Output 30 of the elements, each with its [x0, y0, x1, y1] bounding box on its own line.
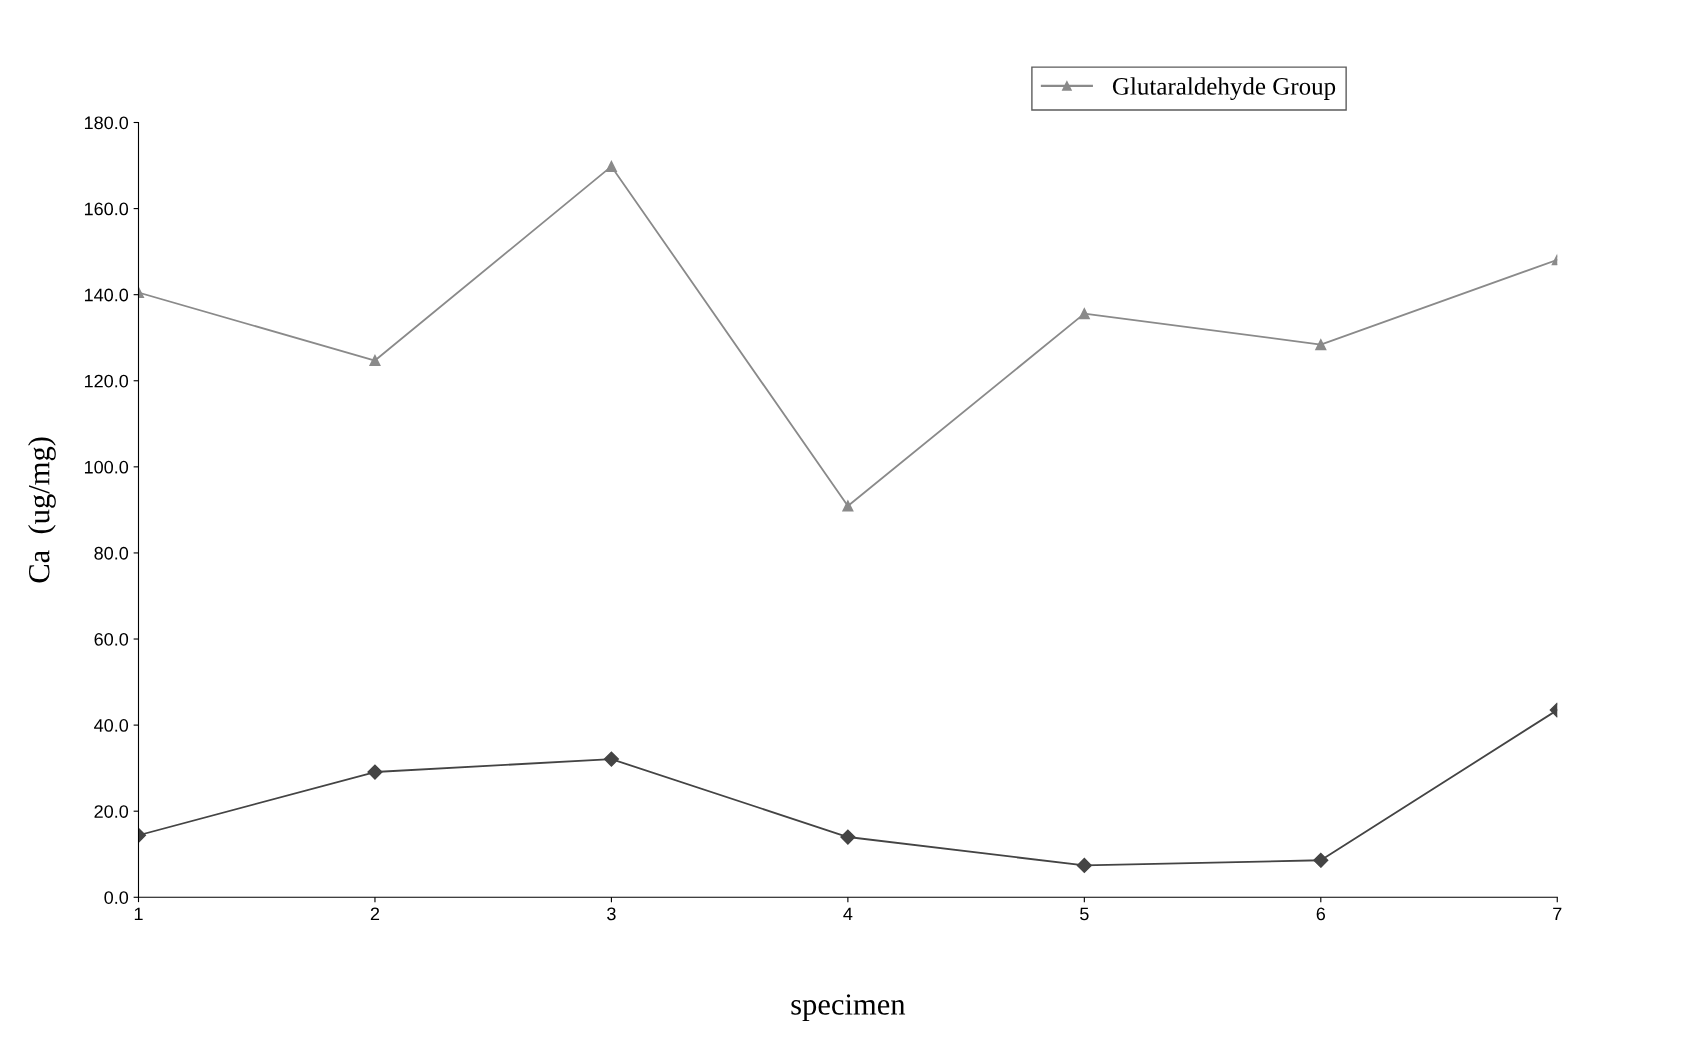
x-axis-title: specimen — [791, 994, 906, 1021]
y-tick-label: 120.0 — [84, 374, 129, 388]
point — [842, 500, 854, 512]
x-tick-label: 6 — [1316, 907, 1326, 921]
y-tick-label: 20.0 — [94, 805, 129, 818]
x-tick-label: 1 — [134, 907, 143, 921]
y-tick-label: 60.0 — [94, 632, 129, 646]
point — [603, 751, 619, 767]
y-tick-label: 180.0 — [84, 116, 129, 130]
point — [1078, 308, 1090, 320]
y-tick-label: 0.0 — [104, 891, 129, 904]
point — [1076, 857, 1092, 873]
y-tick-label: 140.0 — [84, 288, 129, 302]
point — [1315, 339, 1327, 351]
point — [605, 160, 617, 172]
y-tick-label: 100.0 — [84, 460, 129, 474]
point — [367, 764, 383, 780]
point — [369, 354, 381, 367]
y-tick-label: 40.0 — [94, 719, 129, 732]
point — [840, 829, 856, 845]
y-axis-title: Ca (ug/mg) — [28, 437, 56, 583]
y-tick-label: 160.0 — [84, 202, 129, 216]
point — [1313, 852, 1329, 868]
x-tick-label: 4 — [843, 907, 853, 921]
y-tick-label: 80.0 — [94, 546, 129, 560]
x-tick-label: 5 — [1080, 907, 1089, 921]
x-tick-label: 7 — [1553, 907, 1562, 921]
x-tick-label: 3 — [607, 907, 616, 921]
legend-label: Glutaraldehyde Group — [1112, 77, 1336, 100]
x-tick-label: 2 — [370, 907, 380, 921]
